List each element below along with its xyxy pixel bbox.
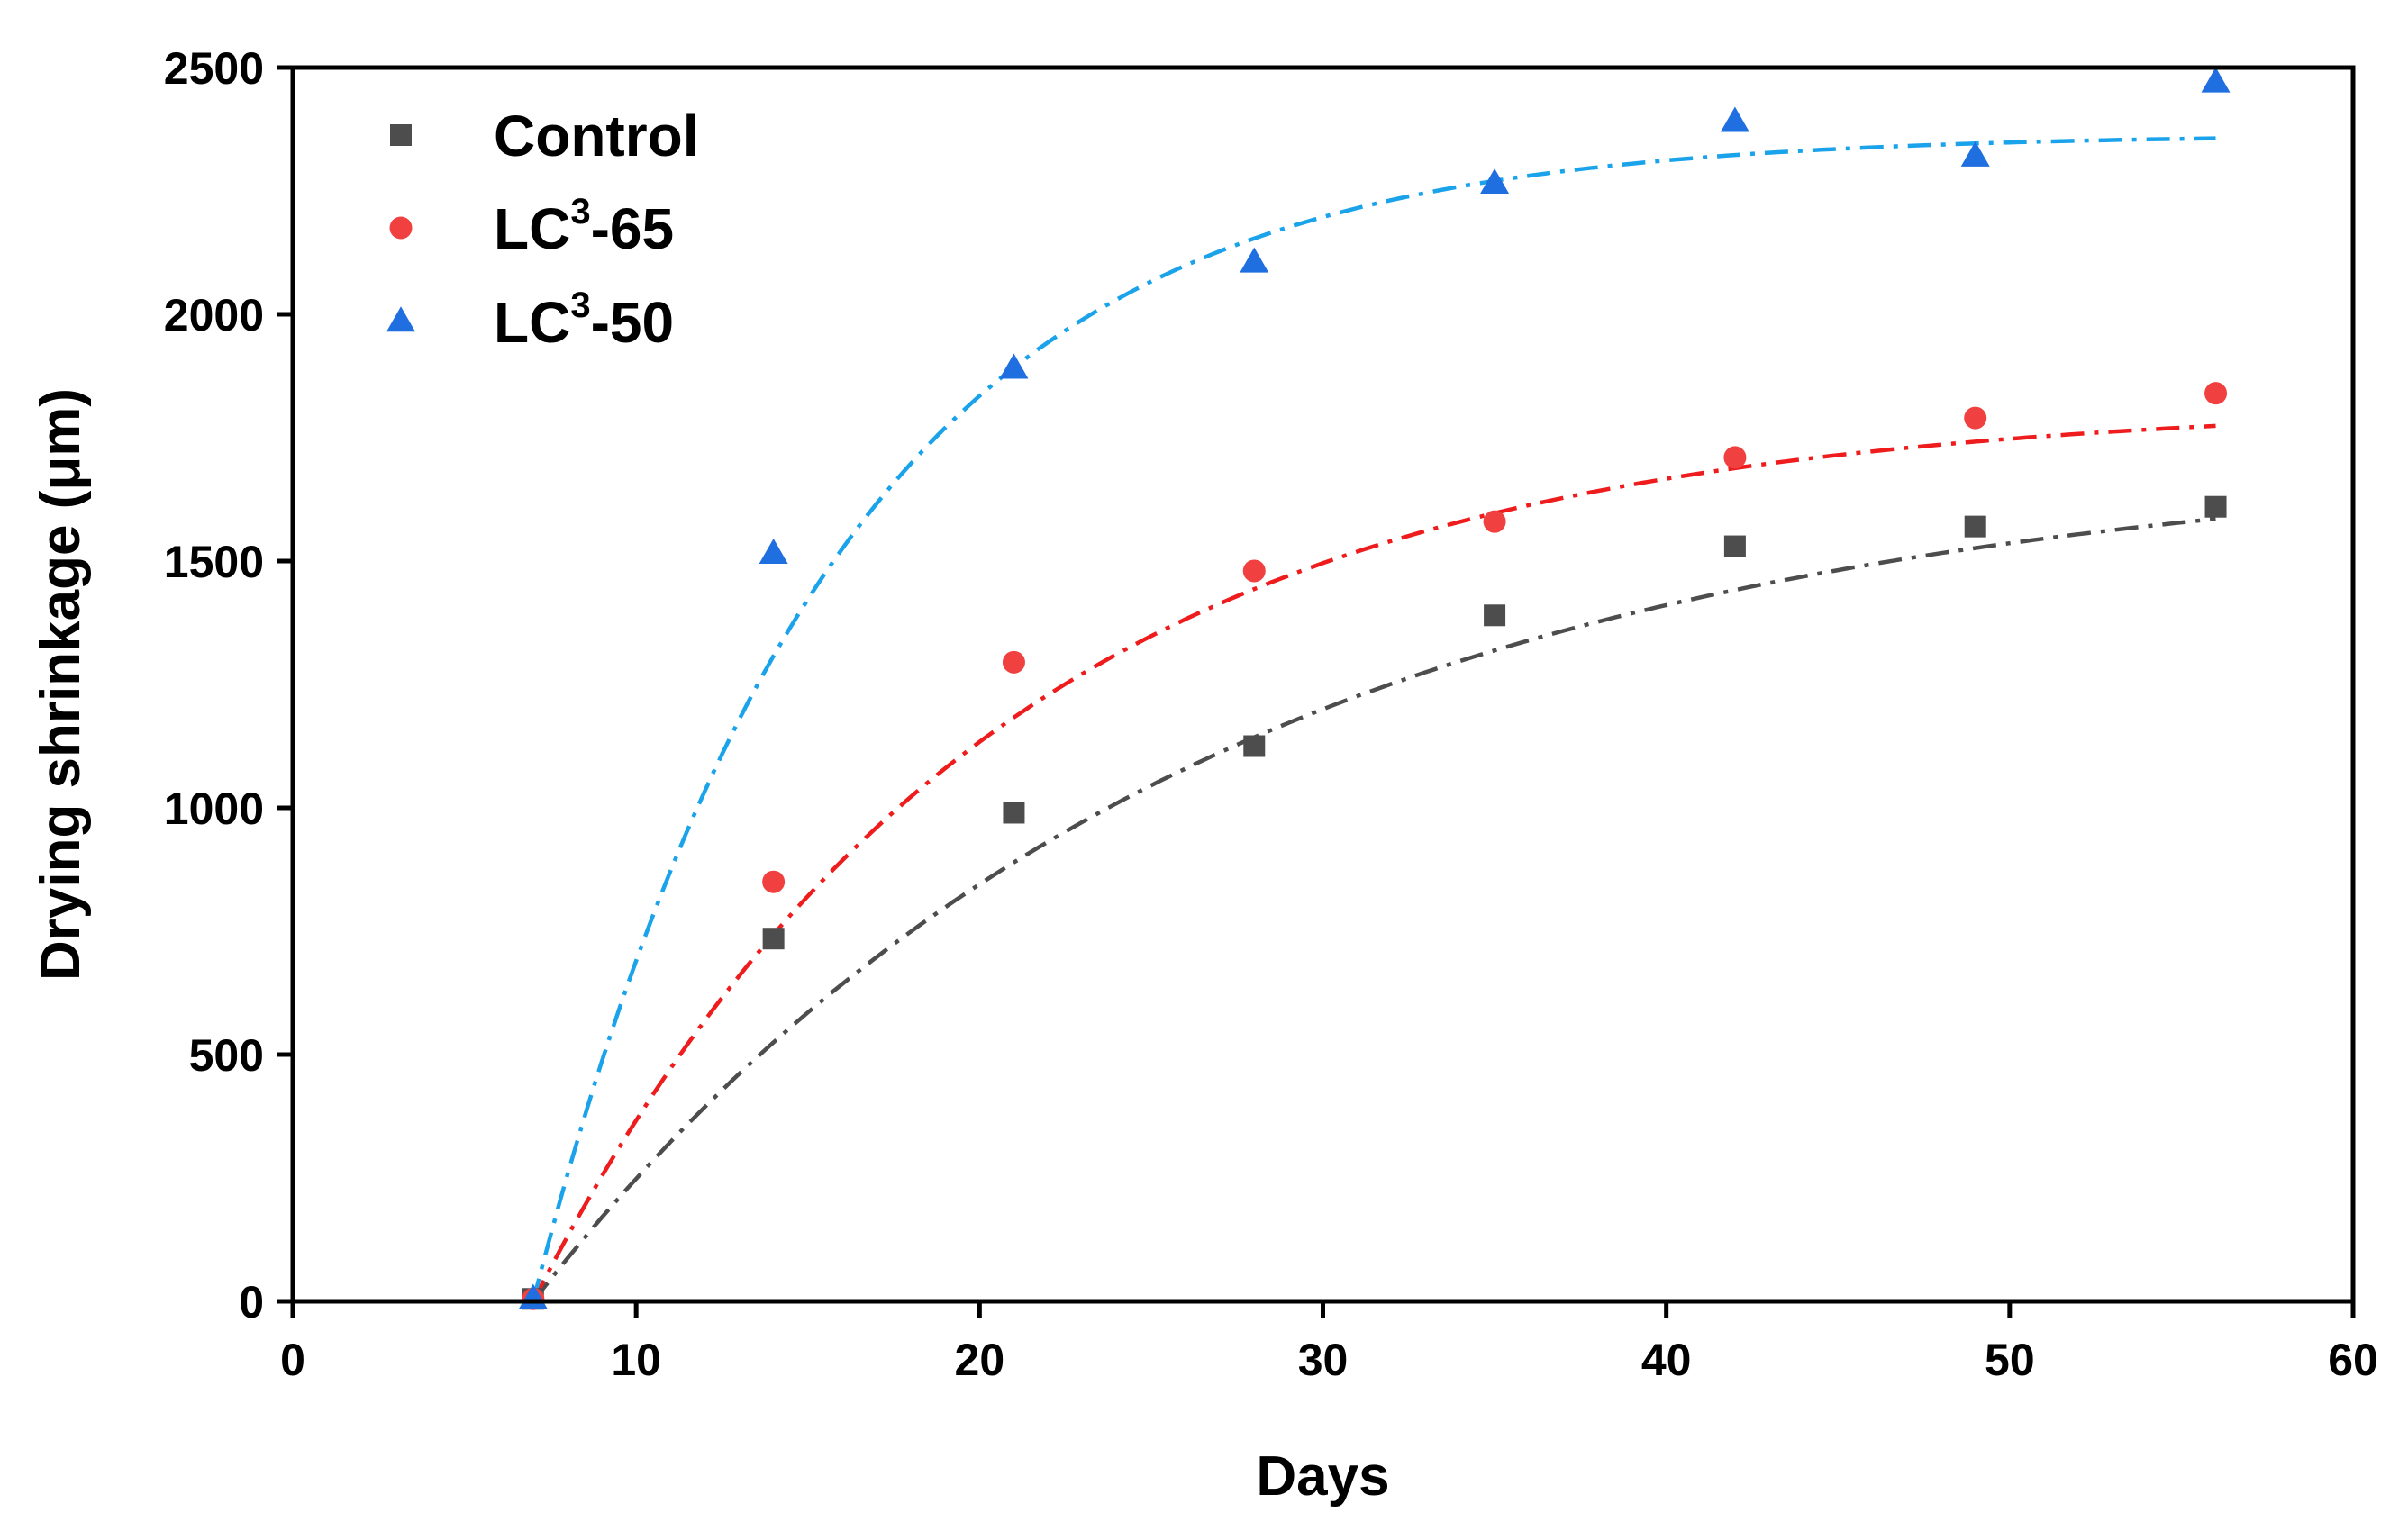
legend-marker-control — [390, 124, 412, 146]
data-point-lc3-50 — [759, 538, 788, 564]
x-tick-label: 0 — [280, 1335, 305, 1385]
y-tick-label: 500 — [189, 1030, 264, 1081]
y-tick-label: 1500 — [164, 537, 264, 587]
x-tick-label: 60 — [2328, 1335, 2378, 1385]
y-tick-label: 1000 — [164, 784, 264, 834]
data-point-lc3-65 — [1242, 559, 1266, 583]
data-point-lc3-65 — [762, 870, 786, 893]
y-axis-ticks: 0 500 1000 1500 2000 2500 — [164, 43, 293, 1327]
legend-label-suffix: -65 — [591, 196, 675, 261]
data-point-control — [1964, 515, 1986, 538]
x-axis-ticks: 0 10 20 30 40 50 60 — [280, 1301, 2378, 1385]
data-point-lc3-50 — [1240, 247, 1269, 273]
legend-label-base: LC — [494, 196, 570, 261]
data-point-control — [1723, 535, 1746, 557]
data-point-lc3-65 — [1964, 406, 1987, 430]
legend-marker-lc3-65 — [389, 216, 413, 240]
legend-label-superscript: 3 — [570, 192, 590, 231]
legend-label-superscript: 3 — [570, 285, 590, 325]
y-axis-title: Drying shrinkage (μm) — [30, 388, 92, 981]
data-point-control — [1243, 735, 1266, 757]
data-point-lc3-50 — [1960, 140, 1990, 167]
x-axis-title: Days — [1256, 1445, 1389, 1508]
legend-label-base: LC — [494, 290, 570, 355]
data-point-lc3-65 — [1723, 446, 1747, 469]
x-tick-label: 40 — [1641, 1335, 1692, 1385]
fit-line-control — [532, 516, 2216, 1303]
x-tick-label: 20 — [955, 1335, 1005, 1385]
data-point-lc3-65 — [1002, 650, 1025, 674]
data-point-lc3-50 — [1480, 168, 1510, 194]
legend-label-lc3-65: LC3-65 — [494, 192, 674, 261]
fit-curves — [531, 136, 2216, 1303]
x-tick-label: 30 — [1298, 1335, 1349, 1385]
data-point-lc3-50 — [999, 353, 1029, 379]
data-point-lc3-65 — [2204, 382, 2228, 405]
y-tick-label: 0 — [239, 1277, 264, 1327]
data-point-control — [1003, 802, 1025, 824]
data-point-control — [2204, 495, 2227, 518]
data-markers — [518, 67, 2231, 1310]
y-tick-label: 2500 — [164, 43, 264, 94]
data-point-control — [762, 928, 785, 950]
legend-label-base: Control — [494, 104, 699, 168]
data-point-lc3-50 — [2201, 67, 2231, 93]
x-tick-label: 50 — [1985, 1335, 2035, 1385]
data-point-lc3-65 — [1483, 510, 1506, 533]
legend-label-suffix: -50 — [591, 290, 675, 355]
data-point-control — [1484, 604, 1506, 627]
fit-line-lc3-50 — [531, 136, 2216, 1302]
y-tick-label: 2000 — [164, 290, 264, 340]
legend-marker-lc3-50 — [386, 306, 415, 332]
data-point-lc3-50 — [1720, 106, 1749, 132]
legend-label-control: Control — [494, 104, 699, 168]
legend-label-lc3-50: LC3-50 — [494, 285, 674, 355]
fit-line-lc3-65 — [531, 423, 2216, 1303]
x-tick-label: 10 — [611, 1335, 661, 1385]
